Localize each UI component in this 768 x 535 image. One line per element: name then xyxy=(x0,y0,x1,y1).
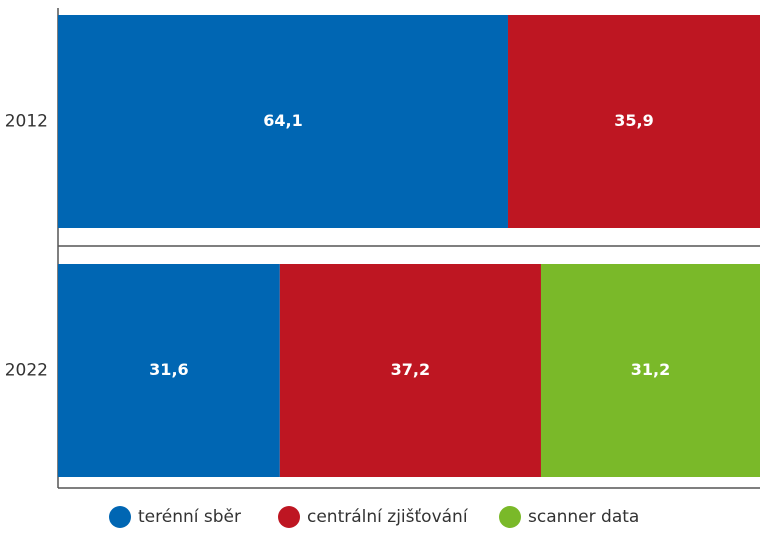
legend-marker xyxy=(278,506,300,528)
bar-segment xyxy=(507,15,760,228)
bar-segment xyxy=(279,264,541,477)
data-label: 37,2 xyxy=(391,360,430,379)
legend-marker xyxy=(109,506,131,528)
data-label: 31,6 xyxy=(149,360,188,379)
bar-segment xyxy=(540,264,760,477)
y-tick-label: 2022 xyxy=(5,361,48,381)
legend-label: centrální zjišťování xyxy=(307,507,469,527)
data-label: 35,9 xyxy=(614,111,653,130)
bar-segment xyxy=(58,264,280,477)
bar-segment xyxy=(58,15,508,228)
data-label: 31,2 xyxy=(631,360,670,379)
legend-label: scanner data xyxy=(528,507,639,527)
data-label: 64,1 xyxy=(263,111,302,130)
legend-marker xyxy=(499,506,521,528)
legend-label: terénní sběr xyxy=(138,507,241,527)
y-tick-label: 2012 xyxy=(5,112,48,132)
